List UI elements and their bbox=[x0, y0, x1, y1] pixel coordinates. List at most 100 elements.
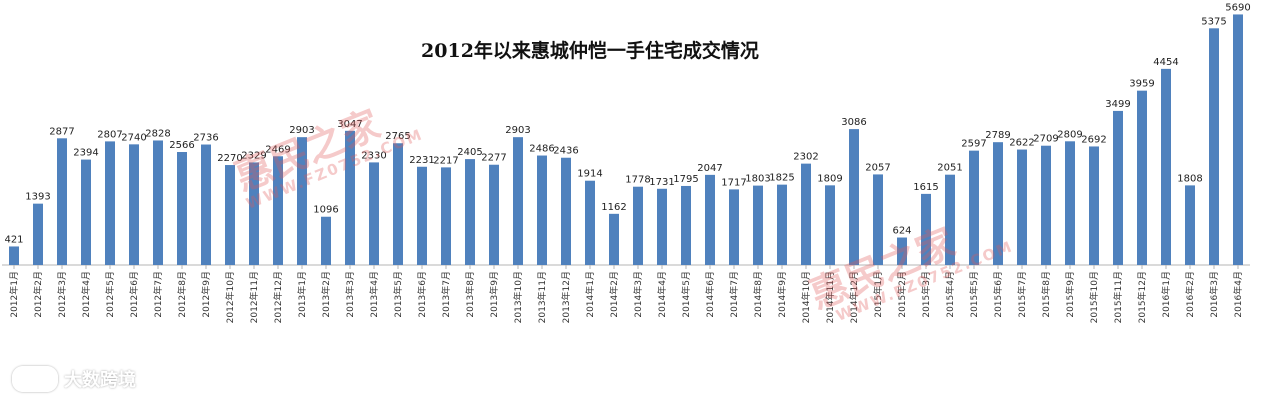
data-label: 1803 bbox=[745, 174, 770, 185]
data-label: 1731 bbox=[649, 177, 674, 188]
data-label: 2302 bbox=[793, 152, 818, 163]
x-tick-label: 2014年6月 bbox=[704, 271, 716, 318]
bar bbox=[345, 130, 355, 265]
x-tick-label: 2013年12月 bbox=[560, 271, 572, 323]
data-label: 1778 bbox=[625, 175, 650, 186]
x-tick-label: 2013年2月 bbox=[320, 271, 332, 318]
bar bbox=[1233, 14, 1243, 265]
bar bbox=[1089, 146, 1099, 265]
data-label: 2903 bbox=[505, 125, 530, 136]
data-label: 3086 bbox=[841, 117, 866, 128]
data-label: 2047 bbox=[697, 163, 722, 174]
data-label: 2828 bbox=[145, 128, 170, 139]
bar bbox=[1065, 141, 1075, 265]
x-tick-label: 2014年1月 bbox=[584, 271, 596, 318]
bar bbox=[873, 174, 883, 265]
bar bbox=[1137, 90, 1147, 265]
bar bbox=[585, 180, 595, 265]
data-label: 1096 bbox=[313, 205, 338, 216]
bar bbox=[513, 137, 523, 265]
bar bbox=[297, 137, 307, 265]
logo-icon bbox=[12, 366, 58, 392]
bar bbox=[249, 162, 259, 265]
data-label: 2789 bbox=[985, 130, 1010, 141]
x-tick-label: 2013年8月 bbox=[464, 271, 476, 318]
x-tick-label: 2015年12月 bbox=[1136, 271, 1148, 323]
bar bbox=[945, 174, 955, 265]
data-label: 2740 bbox=[121, 132, 146, 143]
data-label: 421 bbox=[4, 234, 23, 245]
bar bbox=[57, 138, 67, 265]
bar bbox=[849, 129, 859, 265]
x-tick-label: 2013年1月 bbox=[296, 271, 308, 318]
x-tick-label: 2012年3月 bbox=[56, 271, 68, 318]
data-label: 1717 bbox=[721, 177, 746, 188]
chart-title: 2012年以来惠城仲恺一手住宅成交情况 bbox=[421, 40, 759, 62]
bar bbox=[489, 164, 499, 265]
x-tick-label: 2016年4月 bbox=[1232, 271, 1244, 318]
data-label: 624 bbox=[892, 226, 911, 237]
x-tick-label: 2012年8月 bbox=[176, 271, 188, 318]
x-tick-label: 2014年4月 bbox=[656, 271, 668, 318]
footer-logo: 大数跨境 bbox=[12, 366, 136, 392]
bar bbox=[9, 246, 19, 265]
x-tick-label: 2013年5月 bbox=[392, 271, 404, 318]
data-label: 1393 bbox=[25, 192, 50, 203]
x-tick-label: 2014年8月 bbox=[752, 271, 764, 318]
x-tick-label: 2012年7月 bbox=[152, 271, 164, 318]
x-tick-label: 2012年12月 bbox=[272, 271, 284, 323]
data-label: 2270 bbox=[217, 153, 242, 164]
bar bbox=[729, 189, 739, 265]
data-label: 2692 bbox=[1081, 134, 1106, 145]
bar bbox=[969, 150, 979, 265]
bar bbox=[153, 140, 163, 265]
data-label: 2622 bbox=[1009, 138, 1034, 149]
bar bbox=[417, 166, 427, 265]
data-label: 1615 bbox=[913, 182, 938, 193]
bar bbox=[537, 155, 547, 265]
data-label: 2405 bbox=[457, 147, 482, 158]
data-label: 2809 bbox=[1057, 129, 1082, 140]
bar bbox=[753, 185, 763, 265]
x-tick-label: 2014年9月 bbox=[776, 271, 788, 318]
x-tick-label: 2015年6月 bbox=[992, 271, 1004, 318]
x-tick-label: 2015年8月 bbox=[1040, 271, 1052, 318]
x-tick-label: 2015年1月 bbox=[872, 271, 884, 318]
data-label: 2217 bbox=[433, 155, 458, 166]
bar bbox=[321, 216, 331, 265]
bar bbox=[465, 159, 475, 265]
bar bbox=[633, 186, 643, 265]
data-label: 2330 bbox=[361, 150, 386, 161]
x-tick-label: 2014年12月 bbox=[848, 271, 860, 323]
data-label: 4454 bbox=[1153, 57, 1178, 68]
bar bbox=[897, 237, 907, 265]
data-label: 2436 bbox=[553, 146, 578, 157]
bar bbox=[201, 144, 211, 265]
data-label: 2903 bbox=[289, 125, 314, 136]
bar bbox=[273, 156, 283, 265]
x-tick-label: 2015年11月 bbox=[1112, 271, 1124, 323]
x-tick-label: 2014年7月 bbox=[728, 271, 740, 318]
bar bbox=[1017, 149, 1027, 265]
bar bbox=[657, 188, 667, 265]
x-tick-label: 2012年2月 bbox=[32, 271, 44, 318]
data-label: 1808 bbox=[1177, 173, 1202, 184]
x-tick-label: 2013年3月 bbox=[344, 271, 356, 318]
bar bbox=[33, 203, 43, 265]
data-label: 1162 bbox=[601, 202, 626, 213]
data-label: 1825 bbox=[769, 173, 794, 184]
data-label: 2277 bbox=[481, 153, 506, 164]
bar bbox=[1209, 28, 1219, 266]
x-tick-label: 2016年3月 bbox=[1208, 271, 1220, 318]
data-label: 2057 bbox=[865, 162, 890, 173]
x-tick-label: 2013年10月 bbox=[512, 271, 524, 323]
x-tick-label: 2014年3月 bbox=[632, 271, 644, 318]
x-tick-label: 2015年5月 bbox=[968, 271, 980, 318]
bar bbox=[801, 163, 811, 265]
x-tick-label: 2012年6月 bbox=[128, 271, 140, 318]
data-label: 2765 bbox=[385, 131, 410, 142]
x-tick-label: 2012年11月 bbox=[248, 271, 260, 323]
data-label: 2394 bbox=[73, 148, 98, 159]
